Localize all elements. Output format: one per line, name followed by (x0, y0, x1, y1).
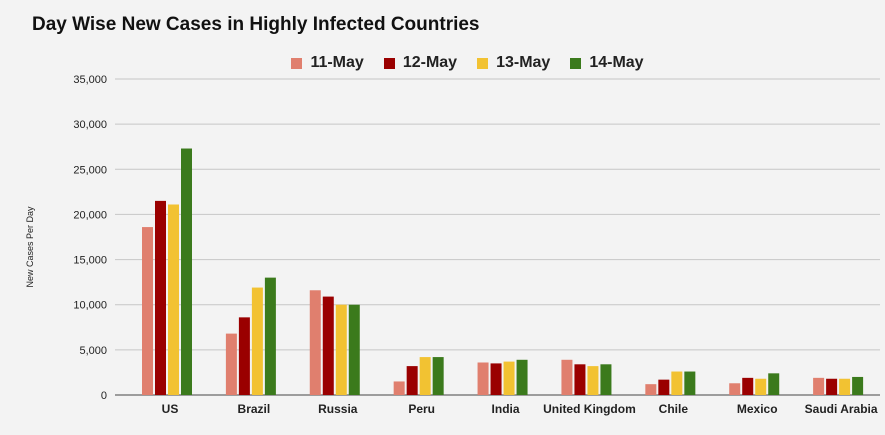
legend-swatch (291, 57, 303, 69)
x-tick-label: Russia (318, 402, 358, 416)
x-tick-label: United Kingdom (543, 402, 636, 416)
legend-label: 13-May (496, 54, 551, 71)
bar-11-May-peru (393, 381, 405, 395)
bar-12-May-chile (658, 379, 670, 395)
bar-14-May-india (516, 359, 528, 395)
bar-14-May-peru (432, 357, 444, 395)
y-tick-label: 0 (101, 390, 107, 402)
bar-12-May-united-kingdom (574, 364, 586, 395)
bar-11-May-chile (645, 384, 657, 395)
bar-13-May-saudi-arabia (839, 378, 851, 395)
bar-13-May-united-kingdom (587, 366, 599, 395)
bar-12-May-saudi-arabia (826, 378, 838, 395)
chart-title: Day Wise New Cases in Highly Infected Co… (32, 14, 480, 35)
bar-12-May-us (155, 200, 166, 395)
x-tick-label: Chile (659, 402, 689, 416)
bar-13-May-russia (335, 304, 347, 395)
x-tick-label: Brazil (238, 402, 271, 416)
legend-item: 11-May (291, 54, 364, 72)
legend-label: 12-May (402, 54, 458, 71)
bar-11-May-india (477, 362, 489, 395)
bar-11-May-brazil (225, 333, 237, 395)
y-tick-label: 15,000 (73, 255, 107, 267)
y-tick-label: 10,000 (73, 300, 107, 312)
x-tick-label: Saudi Arabia (805, 402, 878, 416)
bar-14-May-russia (348, 304, 360, 395)
y-tick-label: 30,000 (73, 119, 107, 131)
bar-13-May-india (503, 361, 515, 395)
bar-14-May-chile (684, 371, 696, 395)
legend-item: 14-May (570, 54, 644, 72)
bar-12-May-russia (322, 296, 334, 395)
bar-14-May-brazil (264, 277, 276, 395)
bar-11-May-united-kingdom (561, 359, 573, 395)
bar-12-May-india (490, 363, 502, 395)
x-tick-label: Peru (408, 402, 435, 416)
bar-11-May-russia (309, 290, 321, 395)
legend-swatch (383, 57, 395, 69)
bar-12-May-brazil (238, 317, 250, 395)
bar-12-May-peru (406, 366, 418, 395)
bar-14-May-saudi-arabia (852, 376, 864, 395)
bar-13-May-brazil (251, 287, 263, 395)
y-tick-label: 20,000 (73, 209, 107, 221)
y-tick-label: 35,000 (73, 74, 107, 86)
bar-13-May-mexico (755, 378, 767, 395)
chart-legend: 11-May 12-May 13-May 14-May (0, 54, 885, 72)
x-tick-label: India (492, 402, 520, 416)
y-tick-label: 25,000 (73, 164, 107, 176)
bar-14-May-united-kingdom (600, 364, 612, 395)
y-tick-label: 5,000 (79, 345, 107, 357)
bar-14-May-mexico (768, 373, 780, 395)
legend-label: 14-May (589, 54, 644, 71)
bar-11-May-us (142, 227, 153, 395)
bar-11-May-mexico (729, 383, 741, 395)
legend-swatch (477, 57, 489, 69)
bar-13-May-peru (419, 357, 431, 395)
bar-11-May-saudi-arabia (813, 377, 825, 395)
bar-12-May-mexico (742, 377, 754, 395)
legend-swatch (570, 57, 582, 69)
legend-item: 13-May (477, 54, 550, 72)
bar-14-May-us (181, 148, 192, 395)
x-tick-label: Mexico (737, 402, 778, 416)
legend-item: 12-May (383, 54, 458, 72)
bar-13-May-chile (671, 371, 683, 395)
x-tick-label: US (162, 402, 179, 416)
bar-13-May-us (168, 204, 179, 395)
legend-label: 11-May (310, 54, 364, 71)
